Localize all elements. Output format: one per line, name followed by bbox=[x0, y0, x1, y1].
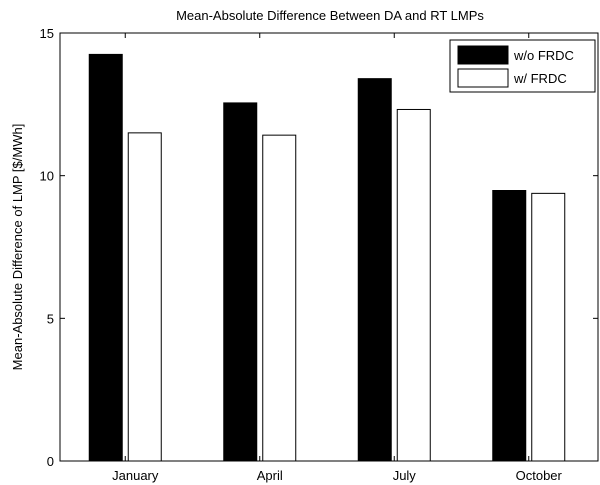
y-axis-label: Mean-Absolute Difference of LMP [$/MWh] bbox=[10, 124, 25, 371]
legend-label-w-frdc: w/ FRDC bbox=[513, 71, 567, 86]
bar-january-w-frdc bbox=[127, 132, 162, 462]
legend-swatch-w-frdc bbox=[457, 68, 509, 88]
y-tick-label: 10 bbox=[40, 169, 54, 184]
bar-october-wo-frdc bbox=[492, 190, 527, 462]
bar-july-w-frdc bbox=[396, 108, 431, 462]
x-tick-label-january: January bbox=[112, 468, 159, 483]
x-axis: January April July October bbox=[112, 33, 563, 483]
y-tick-label: 15 bbox=[40, 26, 54, 41]
legend-label-wo-frdc: w/o FRDC bbox=[513, 48, 574, 63]
y-axis: 0 5 10 15 bbox=[40, 26, 598, 469]
bars-group bbox=[88, 53, 566, 462]
y-tick-label: 5 bbox=[47, 311, 54, 326]
y-tick-label: 0 bbox=[47, 454, 54, 469]
x-tick-label-july: July bbox=[393, 468, 417, 483]
bar-july-wo-frdc bbox=[357, 78, 392, 462]
bar-october-w-frdc bbox=[531, 192, 566, 462]
bar-january-wo-frdc bbox=[88, 53, 123, 462]
x-tick-label-october: October bbox=[516, 468, 563, 483]
bar-april-wo-frdc bbox=[223, 102, 258, 462]
legend: w/o FRDC w/ FRDC bbox=[449, 39, 596, 93]
legend-swatch-wo-frdc bbox=[457, 45, 509, 65]
bar-april-w-frdc bbox=[262, 134, 297, 462]
chart-title: Mean-Absolute Difference Between DA and … bbox=[176, 8, 484, 23]
x-tick-label-april: April bbox=[257, 468, 283, 483]
